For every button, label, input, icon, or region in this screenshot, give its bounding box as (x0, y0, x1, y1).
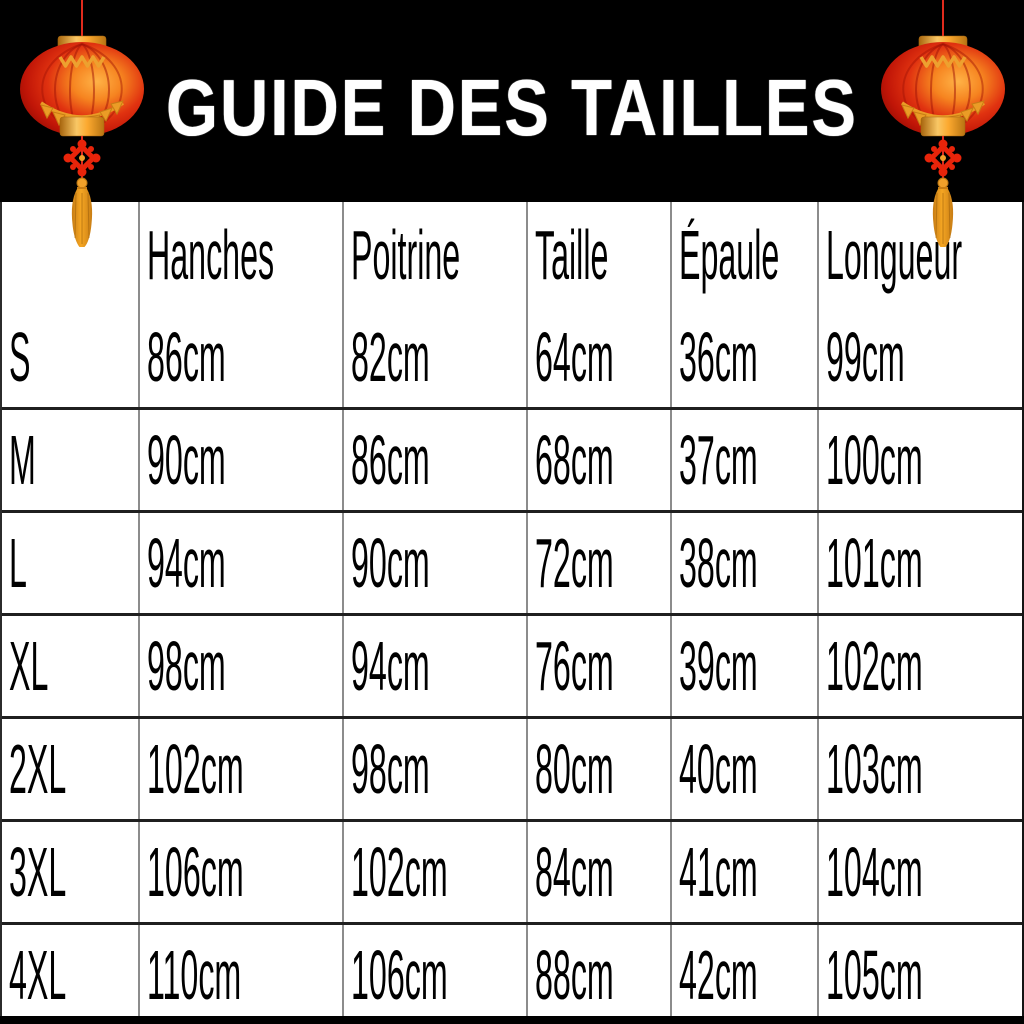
chinese-lantern-icon (878, 0, 1008, 250)
row-value: 72cm (526, 513, 670, 613)
table-row: XL 98cm 94cm 76cm 39cm 102cm (2, 613, 1022, 716)
row-value: 94cm (342, 616, 526, 716)
bottom-border (0, 1016, 1024, 1024)
row-value: 86cm (342, 410, 526, 510)
row-value: 68cm (526, 410, 670, 510)
row-value: 110cm (138, 925, 342, 1024)
row-value: 39cm (670, 616, 817, 716)
row-value: 80cm (526, 719, 670, 819)
row-value: 82cm (342, 307, 526, 407)
table-row: 2XL 102cm 98cm 80cm 40cm 103cm (2, 716, 1022, 819)
row-value: 102cm (342, 822, 526, 922)
row-value: 38cm (670, 513, 817, 613)
header-cell-hanches: Hanches (138, 202, 342, 307)
row-value: 86cm (138, 307, 342, 407)
table-row: 3XL 106cm 102cm 84cm 41cm 104cm (2, 819, 1022, 922)
row-size-label: 3XL (9, 833, 67, 911)
header-cell-taille: Taille (526, 202, 670, 307)
row-size-label: 2XL (9, 730, 67, 808)
row-value: 84cm (526, 822, 670, 922)
row-value: 106cm (138, 822, 342, 922)
row-value: 106cm (342, 925, 526, 1024)
row-value: 105cm (817, 925, 1022, 1024)
row-value: 94cm (138, 513, 342, 613)
row-value: 102cm (817, 616, 1022, 716)
row-value: 88cm (526, 925, 670, 1024)
row-value: 42cm (670, 925, 817, 1024)
row-value: 98cm (138, 616, 342, 716)
chinese-lantern-icon (17, 0, 147, 250)
row-value: 104cm (817, 822, 1022, 922)
row-value: 99cm (817, 307, 1022, 407)
header-band: GUIDE DES TAILLES (0, 0, 1024, 202)
row-size-label: M (9, 421, 36, 499)
table-row: S 86cm 82cm 64cm 36cm 99cm (2, 307, 1022, 407)
table-header-row: Hanches Poitrine Taille Épaule Longueur (2, 202, 1022, 307)
table-row: 4XL 110cm 106cm 88cm 42cm 105cm (2, 922, 1022, 1024)
row-value: 40cm (670, 719, 817, 819)
table-row: L 94cm 90cm 72cm 38cm 101cm (2, 510, 1022, 613)
row-value: 76cm (526, 616, 670, 716)
row-value: 64cm (526, 307, 670, 407)
row-value: 90cm (138, 410, 342, 510)
row-value: 41cm (670, 822, 817, 922)
table-row: M 90cm 86cm 68cm 37cm 100cm (2, 407, 1022, 510)
row-value: 37cm (670, 410, 817, 510)
header-cell-epaule: Épaule (670, 202, 817, 307)
row-value: 103cm (817, 719, 1022, 819)
row-value: 101cm (817, 513, 1022, 613)
row-value: 36cm (670, 307, 817, 407)
size-table: Hanches Poitrine Taille Épaule Longueur … (0, 202, 1024, 1024)
row-size-label: XL (9, 627, 49, 705)
row-value: 102cm (138, 719, 342, 819)
page-title: GUIDE DES TAILLES (166, 63, 858, 152)
row-value: 98cm (342, 719, 526, 819)
row-size-label: L (9, 524, 27, 602)
row-size-label: 4XL (9, 936, 67, 1014)
header-cell-poitrine: Poitrine (342, 202, 526, 307)
row-size-label: S (9, 318, 31, 396)
table-body: S 86cm 82cm 64cm 36cm 99cm M 90cm 86cm 6… (2, 307, 1022, 1024)
row-value: 90cm (342, 513, 526, 613)
row-value: 100cm (817, 410, 1022, 510)
